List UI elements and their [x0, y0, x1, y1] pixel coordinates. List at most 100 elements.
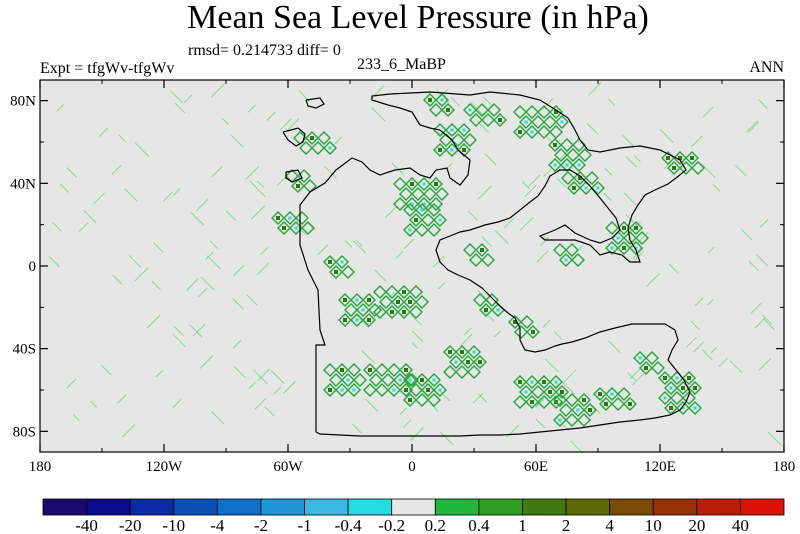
speckle-mark: [117, 394, 127, 404]
colorbar-label: 0.4: [468, 516, 490, 534]
anomaly-diamond: [676, 401, 690, 415]
anomaly-diamond: [369, 373, 383, 387]
speckle-mark: [264, 406, 275, 417]
anomaly-diamond: [679, 161, 693, 175]
positive-anomaly-dot: [282, 226, 286, 230]
colorbar-swatch: [565, 498, 611, 516]
negative-anomaly-dot: [392, 388, 396, 392]
anomaly-diamond: [429, 177, 443, 191]
negative-anomaly-dot: [422, 202, 426, 206]
colorbar: -40 -20 -10 -4 -2 -1 -0.4 -0.2 0.2 0.4 1 2 4 10 20 40: [42, 498, 785, 534]
speckle-mark: [483, 96, 493, 107]
speckle-mark: [483, 310, 495, 322]
anomaly-diamond: [591, 181, 605, 195]
speckle-mark: [553, 331, 563, 340]
speckle-mark: [56, 104, 64, 112]
speckle-mark: [277, 176, 287, 186]
positive-anomaly-dot: [690, 156, 694, 160]
negative-anomaly-dot: [553, 163, 557, 167]
anomaly-diamond: [664, 381, 678, 395]
negative-anomaly-dot: [294, 226, 298, 230]
speckle-mark: [748, 260, 759, 271]
speckle-mark: [190, 212, 205, 226]
anomaly-diamond: [548, 138, 562, 152]
speckle-mark: [612, 231, 620, 239]
negative-anomaly-dot: [634, 246, 638, 250]
speckle-mark: [623, 192, 637, 206]
negative-anomaly-dot: [440, 98, 444, 102]
colorbar-swatch: [216, 498, 262, 516]
anomaly-diamond: [435, 187, 449, 201]
anomaly-diamond: [433, 213, 447, 227]
speckle-mark: [83, 209, 97, 224]
speckle-mark: [211, 411, 225, 425]
colorbar-swatch: [86, 498, 131, 516]
anomaly-diamond: [341, 265, 355, 279]
speckle-mark: [200, 276, 215, 291]
speckle-mark: [374, 269, 387, 282]
speckle-mark: [196, 198, 209, 212]
positive-anomaly-dot: [448, 350, 452, 354]
speckle-mark: [371, 107, 386, 122]
speckle-mark: [122, 424, 136, 438]
speckle-mark: [477, 185, 492, 200]
anomaly-diamond: [617, 241, 631, 255]
anomaly-diamond: [559, 253, 573, 267]
colorbar-label: -2: [254, 516, 268, 534]
speckle-mark: [710, 346, 718, 354]
speckle-mark: [257, 368, 270, 382]
negative-anomaly-dot: [340, 388, 344, 392]
speckle-mark: [280, 118, 292, 131]
anomaly-diamond: [350, 313, 364, 327]
speckle-mark: [232, 339, 242, 349]
anomaly-diamond: [463, 133, 477, 147]
anomaly-diamond: [405, 197, 419, 211]
positive-anomaly-dot: [588, 408, 592, 412]
anomaly-diamond: [658, 391, 672, 405]
negative-anomaly-dot: [610, 392, 614, 396]
positive-anomaly-dot: [402, 290, 406, 294]
negative-anomaly-dot: [530, 380, 534, 384]
negative-anomaly-dot: [355, 298, 359, 302]
anomaly-diamond: [565, 243, 579, 257]
positive-anomaly-dot: [542, 380, 546, 384]
speckle-mark: [557, 178, 567, 188]
speckle-mark: [249, 180, 257, 189]
positive-anomaly-dot: [428, 98, 432, 102]
speckle-mark: [754, 317, 766, 329]
speckle-mark: [756, 254, 769, 267]
colorbar-swatch: [609, 498, 654, 516]
speckle-mark: [352, 423, 363, 434]
experiment-label: Expt = tfgWv-tfgWv: [40, 60, 174, 77]
negative-anomaly-dot: [675, 376, 679, 380]
positive-anomaly-dot: [518, 380, 522, 384]
negative-anomaly-dot: [693, 406, 697, 410]
positive-anomaly-dot: [408, 300, 412, 304]
anomaly-diamond: [305, 131, 319, 145]
anomaly-diamond: [473, 293, 487, 307]
anomaly-diamond: [526, 325, 540, 339]
anomaly-diamond: [633, 351, 647, 365]
anomaly-diamond: [513, 375, 527, 389]
colorbar-swatch: [740, 498, 785, 516]
speckle-mark: [586, 123, 599, 135]
anomaly-diamond: [363, 363, 377, 377]
anomaly-diamond: [475, 103, 489, 117]
speckle-mark: [256, 187, 267, 198]
anomaly-diamond: [338, 293, 352, 307]
period-label: ANN: [749, 59, 784, 76]
speckle-mark: [603, 192, 612, 201]
anomaly-diamond: [629, 221, 643, 235]
speckle-mark: [481, 236, 492, 247]
anomaly-diamond: [629, 241, 643, 255]
positive-anomaly-dot: [434, 182, 438, 186]
speckle-mark: [746, 120, 759, 133]
speckle-mark: [467, 210, 478, 221]
speckle-mark: [417, 387, 430, 400]
positive-anomaly-dot: [628, 402, 632, 406]
positive-anomaly-dot: [478, 360, 482, 364]
anomaly-diamond: [481, 113, 495, 127]
speckle-mark: [477, 290, 490, 302]
anomaly-diamond: [531, 385, 545, 399]
